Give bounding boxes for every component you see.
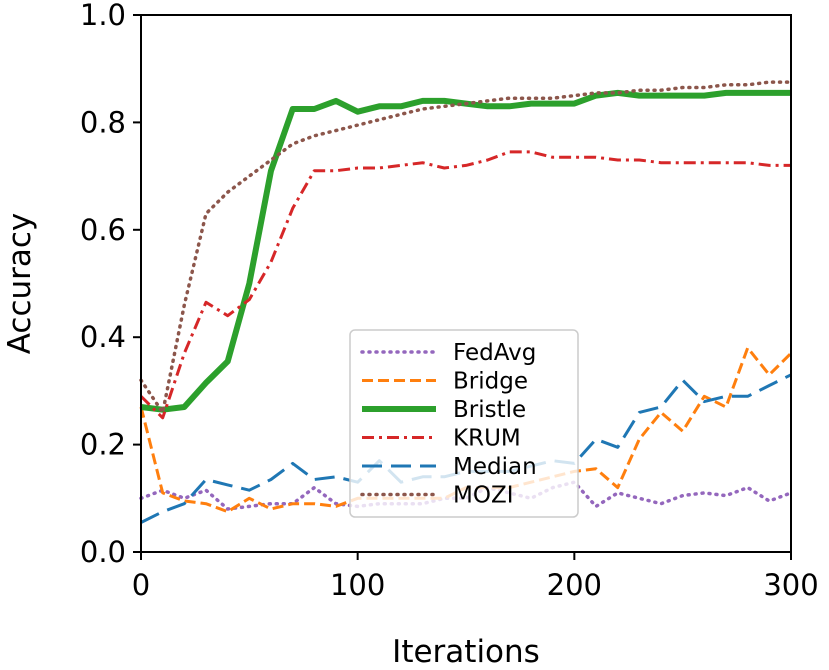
y-tick-label: 0.6 — [80, 213, 126, 247]
y-tick-label: 0.2 — [80, 428, 126, 462]
plot-frame — [140, 14, 792, 553]
y-tick-label: 0.0 — [80, 535, 126, 569]
y-axis-title: Accuracy — [2, 213, 38, 355]
legend-label-fedavg: FedAvg — [453, 340, 536, 366]
legend-label-bridge: Bridge — [453, 369, 528, 395]
legend-label-krum: KRUM — [453, 426, 521, 452]
x-axis-title: Iterations — [392, 634, 540, 670]
series-line-median — [140, 373, 792, 524]
x-tick-label: 300 — [763, 568, 818, 602]
y-tick-label: 1.0 — [80, 0, 126, 32]
series-line-mozi — [139, 80, 793, 415]
y-tick-label: 0.4 — [80, 320, 126, 354]
series-layer — [139, 80, 793, 524]
y-tick-label: 0.8 — [80, 105, 126, 139]
series-line-krum — [139, 150, 791, 420]
legend-label-median: Median — [453, 454, 537, 480]
ticks-layer: 0 100 200 300 0.0 0.2 0.4 0.6 0.8 1.0 — [80, 0, 819, 602]
legend-label-bristle: Bristle — [453, 397, 526, 423]
legend-box — [349, 329, 579, 518]
x-tick-label: 100 — [330, 568, 385, 602]
legend-label-mozi: MOZI — [453, 483, 514, 509]
x-tick-label: 0 — [132, 568, 150, 602]
x-tick-label: 200 — [547, 568, 602, 602]
